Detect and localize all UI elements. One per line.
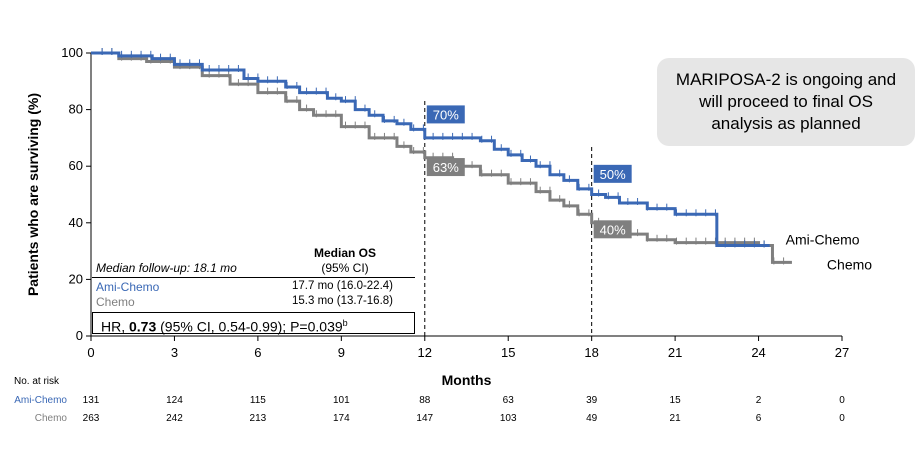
risk-cell: 6 bbox=[756, 413, 762, 424]
annotation-box-40pct bbox=[593, 220, 632, 239]
x-tick-label: 12 bbox=[418, 345, 432, 360]
hazard-ratio-box: HR, 0.73 (95% CI, 0.54-0.99); P=0.039b bbox=[92, 312, 415, 335]
risk-table-title: No. at risk bbox=[14, 376, 60, 387]
annotation-box-63pct bbox=[426, 158, 465, 177]
risk-cell: 2 bbox=[756, 395, 762, 406]
risk-row-label: Chemo bbox=[35, 413, 68, 424]
y-tick-label: 20 bbox=[69, 271, 83, 286]
x-tick-label: 0 bbox=[87, 345, 94, 360]
annotation-box-70pct bbox=[426, 105, 465, 124]
x-tick-label: 15 bbox=[501, 345, 515, 360]
y-tick-label: 100 bbox=[61, 45, 83, 60]
hr-suffix: (95% CI, 0.54-0.99); P=0.039 bbox=[156, 318, 343, 335]
risk-cell: 101 bbox=[333, 395, 350, 406]
annotation-box-50pct bbox=[593, 164, 632, 183]
risk-cell: 115 bbox=[250, 395, 266, 406]
risk-cell: 242 bbox=[166, 413, 183, 424]
risk-cell: 15 bbox=[670, 395, 682, 406]
hr-value: 0.73 bbox=[129, 318, 157, 335]
median-os-summary: Median follow-up: 18.1 mo Median OS (95%… bbox=[92, 245, 415, 311]
risk-cell: 63 bbox=[503, 395, 515, 406]
risk-cell: 39 bbox=[586, 395, 598, 406]
risk-row-label: Ami-Chemo bbox=[14, 395, 67, 406]
annotation-label: 63% bbox=[433, 160, 459, 175]
annotation-label: 50% bbox=[600, 167, 626, 182]
hr-prefix: HR, bbox=[101, 318, 129, 335]
series-line-ami-chemo bbox=[91, 51, 770, 247]
y-tick-label: 80 bbox=[69, 102, 83, 117]
risk-cell: 49 bbox=[586, 413, 598, 424]
x-tick-label: 18 bbox=[584, 345, 598, 360]
risk-cell: 21 bbox=[670, 413, 682, 424]
x-tick-label: 27 bbox=[835, 345, 849, 360]
risk-cell: 88 bbox=[419, 395, 431, 406]
risk-cell: 213 bbox=[250, 413, 267, 424]
x-tick-label: 3 bbox=[171, 345, 178, 360]
x-axis-title: Months bbox=[442, 372, 492, 388]
summary-divider bbox=[92, 277, 415, 278]
risk-cell: 124 bbox=[166, 395, 183, 406]
callout-text: MARIPOSA-2 is ongoing and will proceed t… bbox=[675, 70, 897, 133]
y-axis-title: Patients who are surviving (%) bbox=[25, 93, 41, 296]
summary-row-chemo-label: Chemo bbox=[96, 295, 135, 309]
annotation-label: 40% bbox=[600, 222, 626, 237]
risk-cell: 103 bbox=[500, 413, 517, 424]
risk-cell: 147 bbox=[416, 413, 433, 424]
risk-cell: 0 bbox=[839, 395, 845, 406]
risk-cell: 131 bbox=[83, 395, 100, 406]
risk-cell: 0 bbox=[839, 413, 845, 424]
risk-cell: 174 bbox=[333, 413, 350, 424]
x-tick-label: 9 bbox=[338, 345, 345, 360]
x-tick-label: 21 bbox=[668, 345, 682, 360]
risk-cell: 263 bbox=[83, 413, 100, 424]
median-os-header: Median OS bbox=[313, 246, 376, 260]
annotation-label: 70% bbox=[433, 107, 459, 122]
hr-superscript: b bbox=[342, 318, 348, 328]
median-followup-text: Median follow-up: 18.1 mo bbox=[96, 261, 237, 275]
callout-box: MARIPOSA-2 is ongoing and will proceed t… bbox=[657, 58, 915, 146]
summary-row-chemo-value: 15.3 mo (13.7-16.8) bbox=[292, 295, 394, 307]
ci-header: (95% CI) bbox=[321, 261, 369, 275]
summary-row-ami-value: 17.7 mo (16.0-22.4) bbox=[292, 280, 394, 292]
y-tick-label: 0 bbox=[76, 328, 83, 343]
series-label-ami-chemo: Ami-Chemo bbox=[786, 231, 860, 247]
x-tick-label: 24 bbox=[751, 345, 765, 360]
x-tick-label: 6 bbox=[254, 345, 261, 360]
series-label-chemo: Chemo bbox=[827, 256, 872, 272]
y-tick-label: 40 bbox=[69, 215, 83, 230]
summary-row-ami-label: Ami-Chemo bbox=[96, 280, 160, 294]
y-tick-label: 60 bbox=[69, 158, 83, 173]
